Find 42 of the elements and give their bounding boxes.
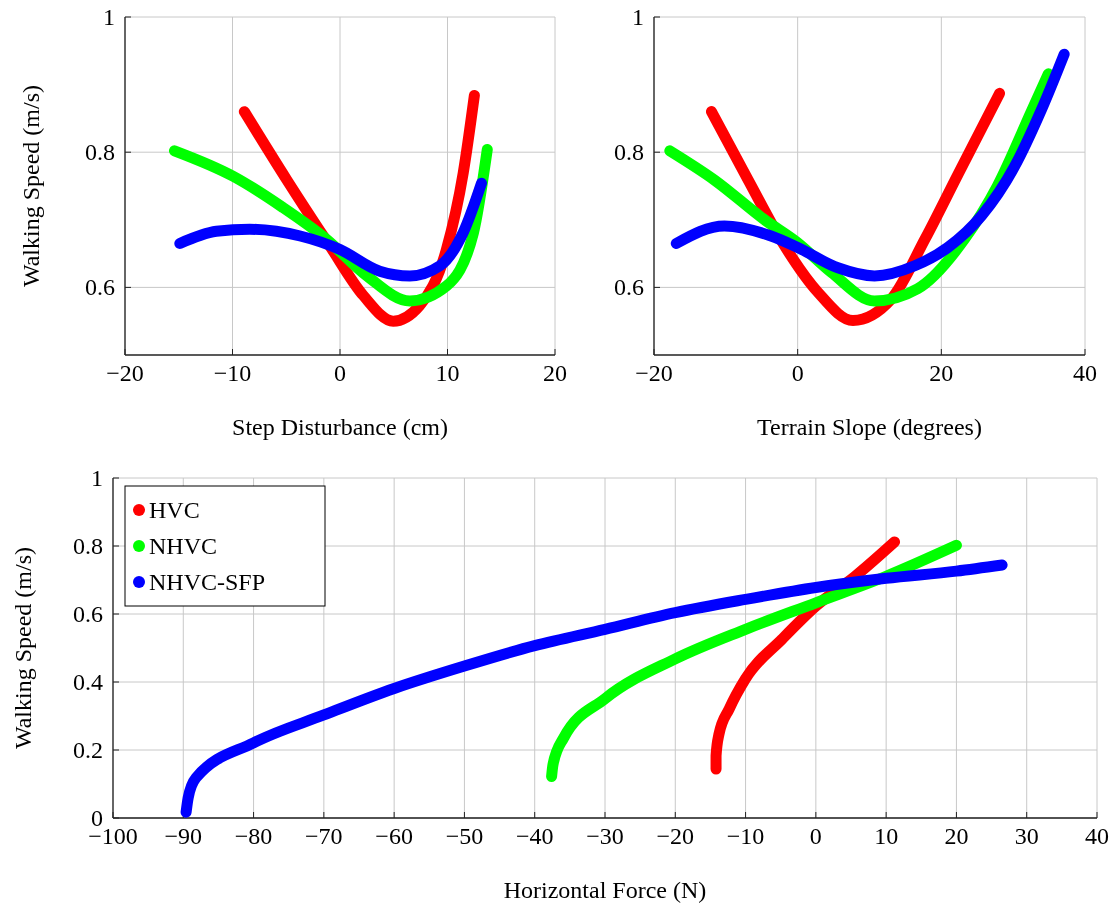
x-tick-label: 10	[435, 360, 460, 386]
x-tick-label: −40	[515, 823, 554, 849]
y-tick-label: 0.8	[614, 139, 644, 166]
legend-label: HVC	[149, 497, 200, 523]
y-tick-label: 0.4	[73, 669, 103, 695]
x-tick-label: 0	[334, 360, 346, 386]
x-tick-label: −30	[586, 823, 624, 849]
y-tick-label: 0.2	[73, 737, 103, 763]
y-axis-title: Walking Speed (m/s)	[10, 546, 36, 750]
x-tick-label: 10	[874, 823, 899, 849]
y-tick-label: 0.6	[73, 601, 103, 627]
x-tick-label: 20	[543, 360, 567, 386]
x-tick-label: −70	[305, 823, 343, 849]
legend-label: NHVC-SFP	[149, 569, 266, 595]
x-tick-label: −20	[106, 360, 144, 386]
legend-label: NHVC	[149, 533, 218, 559]
x-tick-label: 30	[1014, 823, 1039, 849]
x-tick-label: 0	[809, 823, 822, 849]
x-tick-label: −10	[726, 823, 765, 849]
x-axis-title: Step Disturbance (cm)	[232, 414, 448, 440]
x-tick-label: 40	[1073, 360, 1097, 386]
y-tick-label: 0.8	[85, 139, 115, 166]
y-tick-label: 0.8	[73, 533, 103, 559]
x-tick-label: −50	[445, 823, 484, 849]
x-tick-label: −90	[164, 823, 203, 849]
x-tick-label: 20	[944, 823, 969, 849]
x-tick-label: 20	[929, 360, 954, 386]
x-tick-label: −10	[213, 360, 252, 386]
x-axis-title: Horizontal Force (N)	[503, 877, 707, 903]
x-axis-title: Terrain Slope (degrees)	[757, 414, 982, 440]
x-tick-label: −20	[656, 823, 695, 849]
x-tick-label: −60	[375, 823, 413, 849]
y-tick-label: 1	[91, 465, 103, 491]
y-axis-title: Walking Speed (m/s)	[18, 84, 44, 288]
x-tick-label: −80	[234, 823, 273, 849]
x-tick-label: 0	[791, 360, 804, 386]
y-tick-label: 1	[632, 4, 644, 30]
y-tick-label: 0.6	[614, 274, 644, 301]
y-tick-label: 1	[103, 4, 115, 30]
y-tick-label: 0.6	[85, 274, 115, 301]
x-tick-label: −20	[635, 360, 673, 386]
x-tick-label: 40	[1085, 823, 1109, 849]
